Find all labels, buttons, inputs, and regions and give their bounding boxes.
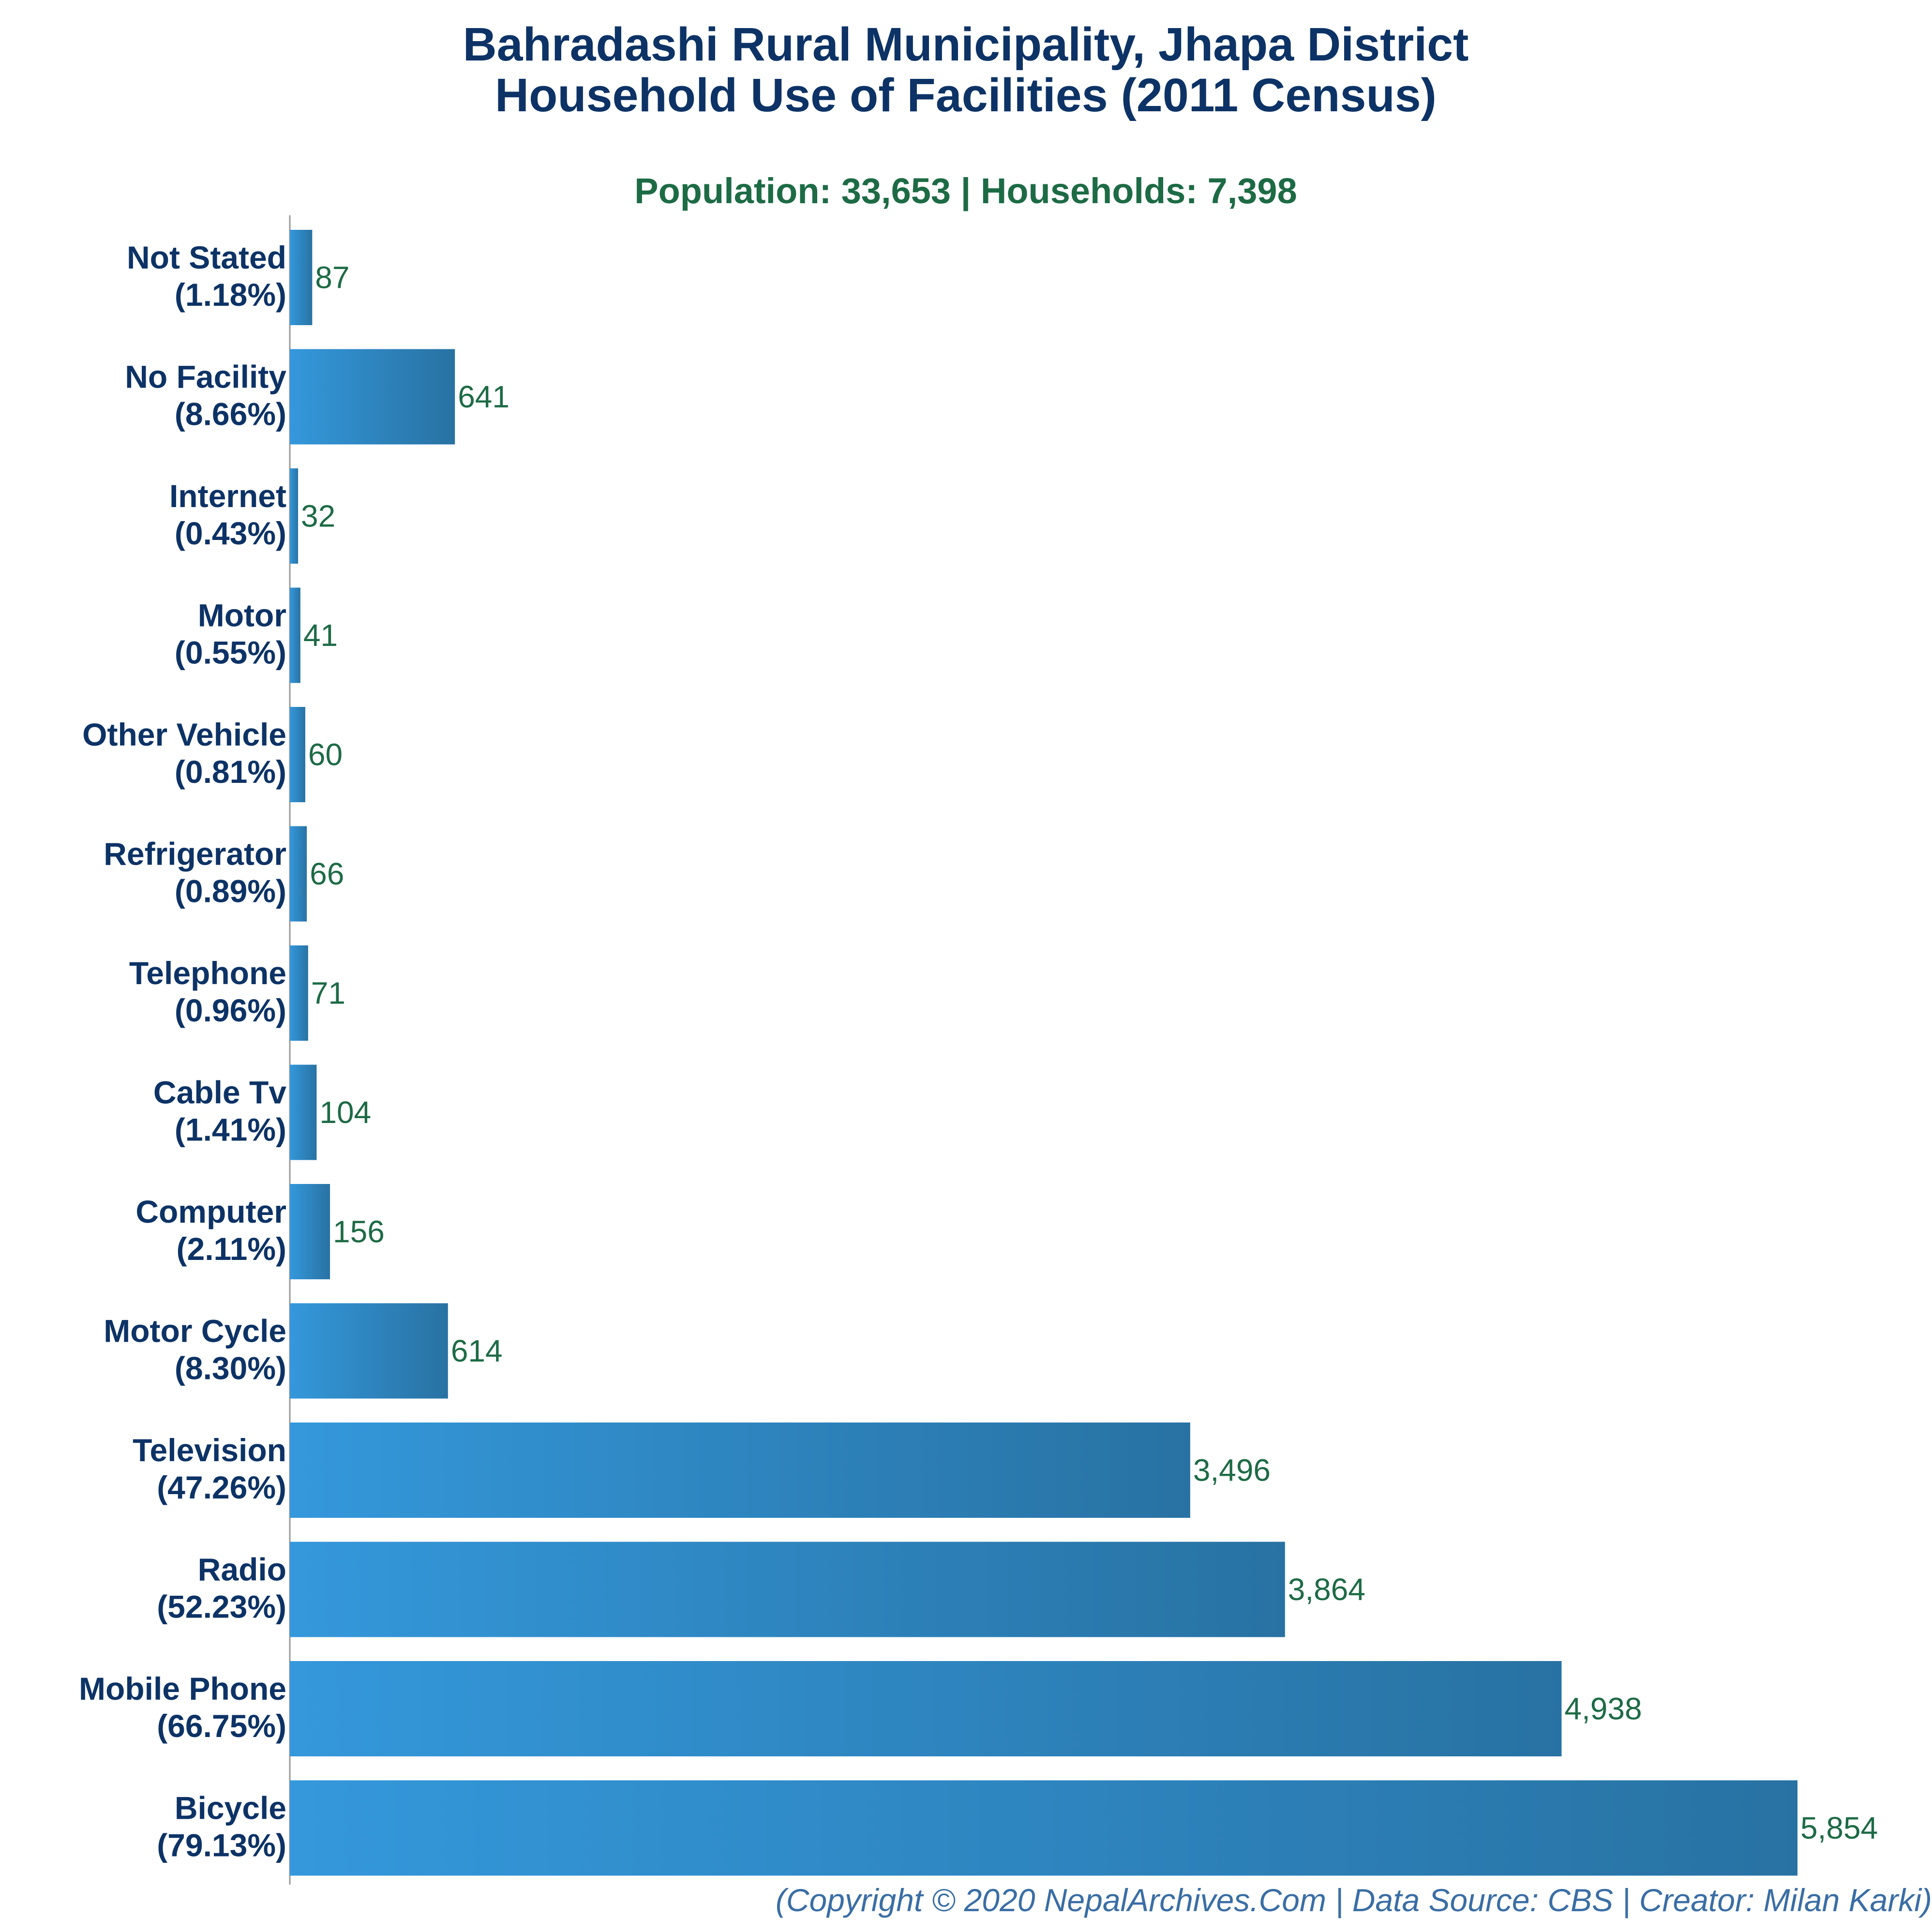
bar-telephone [290, 945, 308, 1041]
category-label: Other Vehicle [82, 717, 286, 752]
value-label: 87 [315, 260, 349, 295]
category-label: Motor Cycle [104, 1313, 286, 1349]
percent-label: (0.55%) [175, 635, 286, 671]
bar-internet [290, 468, 299, 564]
value-label: 66 [310, 856, 344, 891]
footer-credit: (Copyright © 2020 NepalArchives.Com | Da… [776, 1882, 1932, 1919]
category-label: Cable Tv [153, 1075, 286, 1110]
percent-label: (2.11%) [177, 1231, 286, 1267]
category-label: Refrigerator [104, 836, 286, 872]
percent-label: (66.75%) [157, 1708, 286, 1744]
percent-label: (8.30%) [175, 1350, 286, 1386]
category-label: No Facility [125, 359, 286, 395]
value-label: 156 [333, 1214, 385, 1249]
bar-mobile-phone [290, 1661, 1562, 1756]
percent-label: (79.13%) [157, 1827, 286, 1863]
percent-label: (47.26%) [157, 1469, 286, 1505]
value-label: 5,854 [1800, 1811, 1878, 1845]
chart-subtitle: Population: 33,653 | Households: 7,398 [634, 171, 1297, 211]
percent-label: (8.66%) [175, 396, 286, 432]
bar-bicycle [290, 1780, 1797, 1876]
category-label: Not Stated [127, 240, 286, 275]
value-label: 3,496 [1193, 1453, 1271, 1488]
value-label: 41 [303, 618, 338, 653]
value-label: 104 [319, 1095, 371, 1130]
category-label: Television [133, 1432, 286, 1468]
bars-group: 87 Not Stated(1.18%) 641 No Facility(8.66%)… [79, 230, 1878, 1876]
percent-label: (0.81%) [175, 754, 286, 790]
percent-label: (52.23%) [157, 1589, 286, 1625]
bar-other-vehicle [290, 707, 305, 802]
percent-label: (0.96%) [175, 992, 286, 1028]
bar-cable-tv [290, 1064, 317, 1160]
value-label: 32 [301, 499, 335, 534]
percent-label: (1.41%) [175, 1112, 286, 1148]
bar-no-facility [290, 349, 455, 445]
value-label: 4,938 [1564, 1692, 1642, 1726]
value-label: 3,864 [1288, 1572, 1365, 1607]
bar-not-stated [290, 230, 313, 325]
bar-refrigerator [290, 826, 307, 922]
percent-label: (0.43%) [175, 515, 286, 551]
percent-label: (1.18%) [175, 277, 286, 313]
bar-motor [290, 587, 300, 683]
value-label: 71 [311, 976, 345, 1011]
category-label: Bicycle [175, 1790, 286, 1826]
value-label: 641 [458, 379, 509, 414]
category-label: Radio [198, 1552, 286, 1588]
category-label: Mobile Phone [79, 1671, 286, 1707]
value-label: 60 [308, 737, 343, 772]
bar-radio [290, 1542, 1285, 1637]
category-label: Computer [135, 1194, 286, 1229]
chart-title: Bahradashi Rural Municipality, Jhapa Dis… [463, 18, 1469, 71]
category-label: Telephone [129, 955, 286, 991]
value-label: 614 [451, 1333, 503, 1368]
bar-television [290, 1423, 1190, 1518]
category-label: Motor [198, 598, 286, 633]
percent-label: (0.89%) [175, 873, 286, 909]
chart-title-line2: Household Use of Facilities (2011 Census… [495, 69, 1437, 121]
category-label: Internet [169, 478, 286, 514]
bar-computer [290, 1184, 330, 1279]
bar-motor-cycle [290, 1303, 448, 1399]
